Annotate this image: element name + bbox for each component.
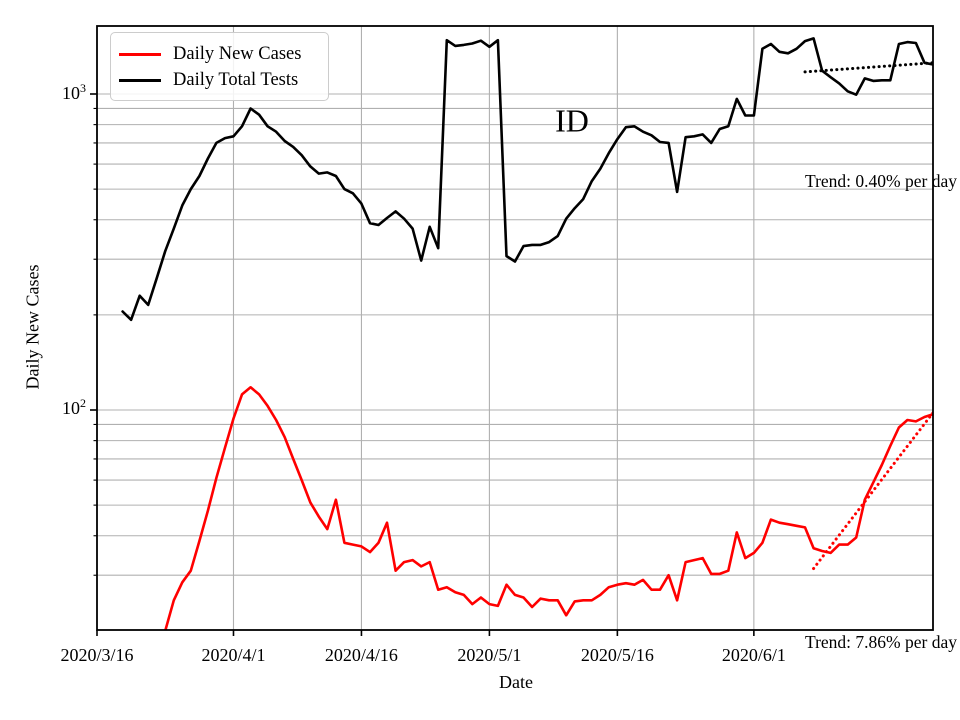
y-tick-label-1000: 103 bbox=[62, 81, 86, 103]
state-annotation: ID bbox=[555, 102, 589, 139]
x-axis-label: Date bbox=[499, 672, 533, 692]
trend-label-tests: Trend: 0.40% per day bbox=[805, 171, 957, 191]
trend-line-daily-total-tests bbox=[803, 61, 933, 74]
x-tick-label: 2020/4/1 bbox=[201, 645, 266, 665]
legend-line-sample-red bbox=[119, 52, 161, 56]
legend: Daily New Cases Daily Total Tests bbox=[110, 32, 329, 101]
plot-border bbox=[96, 25, 934, 631]
y-tick-label-100: 102 bbox=[62, 396, 86, 418]
y-axis-label: Daily New Cases bbox=[22, 264, 43, 390]
x-tick-label: 2020/6/1 bbox=[721, 645, 786, 665]
legend-item-daily-total-tests: Daily Total Tests bbox=[119, 68, 318, 92]
legend-label: Daily New Cases bbox=[173, 43, 302, 64]
grid-lines bbox=[97, 26, 933, 630]
axis-tick-marks bbox=[90, 93, 755, 636]
x-tick-label: 2020/5/1 bbox=[457, 645, 522, 665]
legend-item-daily-new-cases: Daily New Cases bbox=[119, 42, 318, 66]
legend-label: Daily Total Tests bbox=[173, 69, 299, 90]
legend-line-sample-black bbox=[119, 78, 161, 82]
x-tick-label: 2020/5/16 bbox=[580, 645, 654, 665]
trend-line-daily-new-cases bbox=[812, 411, 933, 571]
series-line-daily-new-cases bbox=[164, 385, 933, 630]
series-line-daily-total-tests bbox=[121, 37, 933, 322]
x-tick-label: 2020/4/16 bbox=[324, 645, 398, 665]
trend-label-cases: Trend: 7.86% per day bbox=[805, 632, 957, 652]
x-tick-label: 2020/3/16 bbox=[60, 645, 134, 665]
